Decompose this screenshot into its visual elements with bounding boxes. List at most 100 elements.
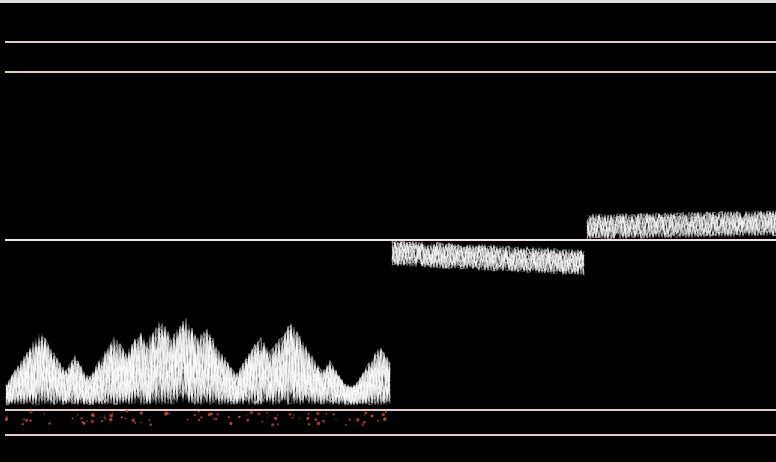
clipping-dot <box>80 417 83 420</box>
clipping-dot <box>238 415 241 419</box>
clipping-dot <box>291 416 294 420</box>
waveform-trace <box>586 211 776 238</box>
waveform-trace <box>391 240 585 274</box>
clipping-dot <box>216 412 220 416</box>
clipping-dot <box>332 413 335 416</box>
waveform-trace <box>5 322 391 405</box>
clipping-dot <box>355 418 360 422</box>
clipping-dot <box>383 417 387 421</box>
clipping-dot <box>131 418 135 422</box>
waveform-trace <box>586 210 776 239</box>
waveform-trace <box>391 242 585 276</box>
clipping-dot <box>76 414 79 416</box>
clipping-dot <box>90 419 95 424</box>
waveform-trace <box>391 240 585 275</box>
waveform-trace <box>586 211 776 239</box>
clipping-dot <box>288 413 292 416</box>
waveform-trace <box>5 324 391 405</box>
clipping-dot <box>139 411 144 415</box>
clipping-dot <box>140 421 142 424</box>
waveform-trace <box>5 321 391 406</box>
clipping-dot <box>298 417 301 420</box>
waveform-trace <box>391 244 585 275</box>
waveform-trace <box>586 210 776 239</box>
clipping-dots <box>4 409 387 427</box>
clipping-dot <box>164 412 168 416</box>
waveform-trace <box>586 209 776 240</box>
clipping-dot <box>81 421 84 423</box>
clipping-dot <box>227 416 230 419</box>
clipping-dot <box>101 420 104 423</box>
waveform-trace <box>586 210 776 240</box>
clipping-dot <box>48 422 51 425</box>
waveform-trace <box>5 320 391 406</box>
clipping-dot <box>271 423 275 427</box>
waveform-trace <box>586 212 776 240</box>
waveform-trace <box>5 320 391 405</box>
clipping-dot <box>29 410 33 414</box>
waveform-trace <box>5 332 391 405</box>
waveform-trace <box>5 326 391 406</box>
clipping-dot <box>125 409 129 413</box>
waveform-trace <box>5 324 391 405</box>
waveform-trace <box>5 321 391 406</box>
clipping-dot <box>148 419 151 422</box>
clipping-dot <box>261 420 264 423</box>
clipping-dot <box>314 418 318 421</box>
clipping-dot <box>213 417 215 420</box>
clipping-dot <box>274 416 278 420</box>
clipping-dot <box>4 417 9 421</box>
waveform-trace <box>391 243 585 274</box>
reference-lines <box>5 41 776 436</box>
waveform-trace <box>5 324 391 406</box>
waveform-trace <box>586 209 776 240</box>
clipping-dot <box>94 415 96 418</box>
clipping-dot <box>109 413 113 418</box>
clipping-dot <box>345 424 347 426</box>
waveform-trace <box>586 211 776 240</box>
waveform-trace <box>586 210 776 239</box>
clipping-dot <box>377 419 380 422</box>
waveform-trace <box>586 210 776 240</box>
clipping-dot <box>266 411 268 414</box>
clipping-dot <box>111 412 114 415</box>
clipping-dot <box>316 411 320 416</box>
clipping-dot <box>249 410 254 415</box>
waveform-trace <box>391 241 585 273</box>
waveform-trace <box>391 240 585 276</box>
clipping-dot <box>200 416 203 419</box>
waveform-trace <box>391 241 585 273</box>
waveform-trace <box>5 326 391 406</box>
clipping-dot <box>229 422 233 425</box>
clipping-dot <box>71 417 74 420</box>
clipping-dot <box>198 419 201 422</box>
clipping-dot <box>322 419 325 423</box>
waveform-trace <box>5 327 391 405</box>
waveform-trace <box>586 211 776 239</box>
top-border <box>0 0 776 3</box>
waveform-trace <box>5 328 391 406</box>
clipping-dot <box>245 415 248 417</box>
waveform-trace <box>391 241 585 275</box>
clipping-dot <box>214 417 218 421</box>
clipping-dot <box>23 418 25 421</box>
clipping-dot <box>82 421 86 425</box>
clipping-dot <box>149 423 152 427</box>
waveform-trace <box>586 210 776 239</box>
clipping-dot <box>198 410 200 413</box>
clipping-dot <box>316 421 321 426</box>
waveform-trace <box>5 324 391 406</box>
clipping-dot <box>384 410 387 413</box>
waveform-trace <box>586 211 776 240</box>
waveform-trace <box>586 210 776 240</box>
waveform-trace <box>5 323 391 406</box>
waveform-trace <box>5 328 391 406</box>
clipping-dot <box>134 421 137 424</box>
clipping-dot <box>362 421 365 423</box>
clipping-dot <box>364 411 368 415</box>
clipping-dot <box>293 414 295 416</box>
clipping-dot <box>121 416 123 419</box>
clipping-dot <box>325 413 327 415</box>
